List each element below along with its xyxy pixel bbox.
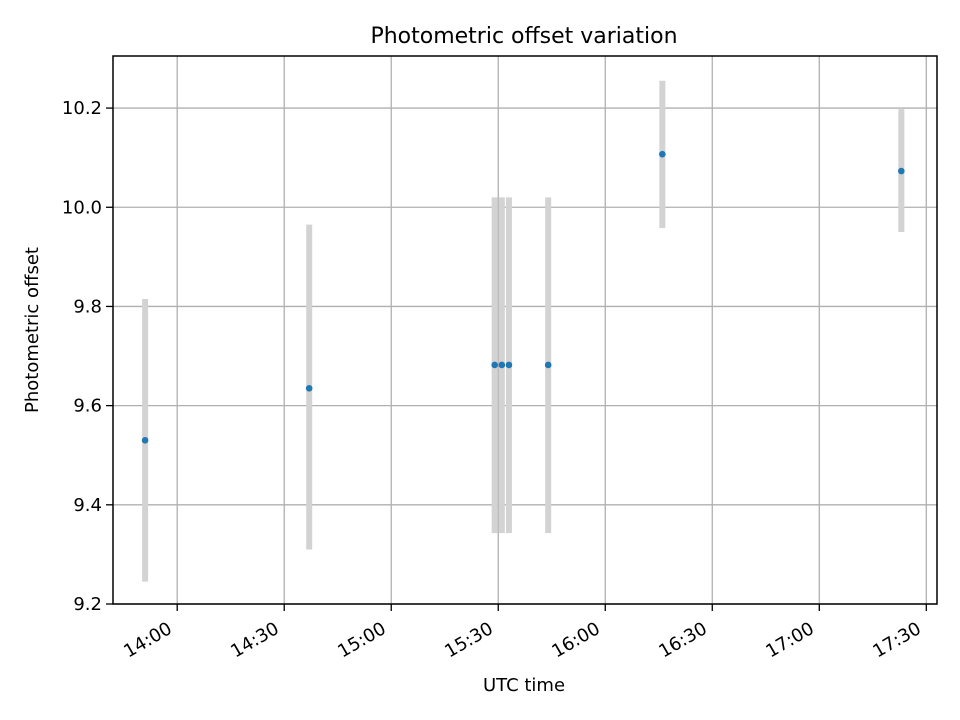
data-point <box>898 167 905 175</box>
x-tick-label: 16:00 <box>548 618 603 662</box>
y-tick-label: 9.4 <box>73 495 102 516</box>
y-tick-label: 10.2 <box>62 98 102 119</box>
y-tick-label: 9.6 <box>73 396 102 417</box>
y-axis-ticks: 9.2 9.4 9.6 9.8 10.0 10.2 <box>62 98 113 615</box>
x-tick-label: 14:30 <box>227 618 282 662</box>
plot-frame <box>112 55 938 605</box>
data-point <box>141 437 149 444</box>
data-point <box>491 361 498 369</box>
chart-title: Photometric offset variation <box>370 24 677 49</box>
x-tick-label: 16:30 <box>655 618 710 662</box>
data-point <box>544 361 552 369</box>
y-tick-label: 9.2 <box>73 594 102 615</box>
x-axis-label: UTC time <box>483 675 565 696</box>
x-tick-label: 15:30 <box>441 618 496 662</box>
x-axis-ticks: 14:00 14:30 15:00 15:30 16:00 16:30 17:00 17:30 <box>120 604 927 662</box>
grid <box>113 56 937 605</box>
x-tick-label: 17:00 <box>762 618 817 662</box>
y-tick-label: 10.0 <box>62 197 102 218</box>
data-points <box>141 150 905 444</box>
data-point <box>498 361 506 369</box>
x-tick-label: 15:00 <box>334 618 389 662</box>
x-tick-label: 17:30 <box>869 618 924 662</box>
errorbars <box>142 80 905 582</box>
data-point <box>305 384 313 392</box>
y-tick-label: 9.8 <box>73 296 102 317</box>
x-tick-label: 14:00 <box>120 618 175 662</box>
data-point <box>505 361 513 369</box>
data-point <box>659 150 666 158</box>
y-axis-label: Photometric offset <box>22 247 43 413</box>
